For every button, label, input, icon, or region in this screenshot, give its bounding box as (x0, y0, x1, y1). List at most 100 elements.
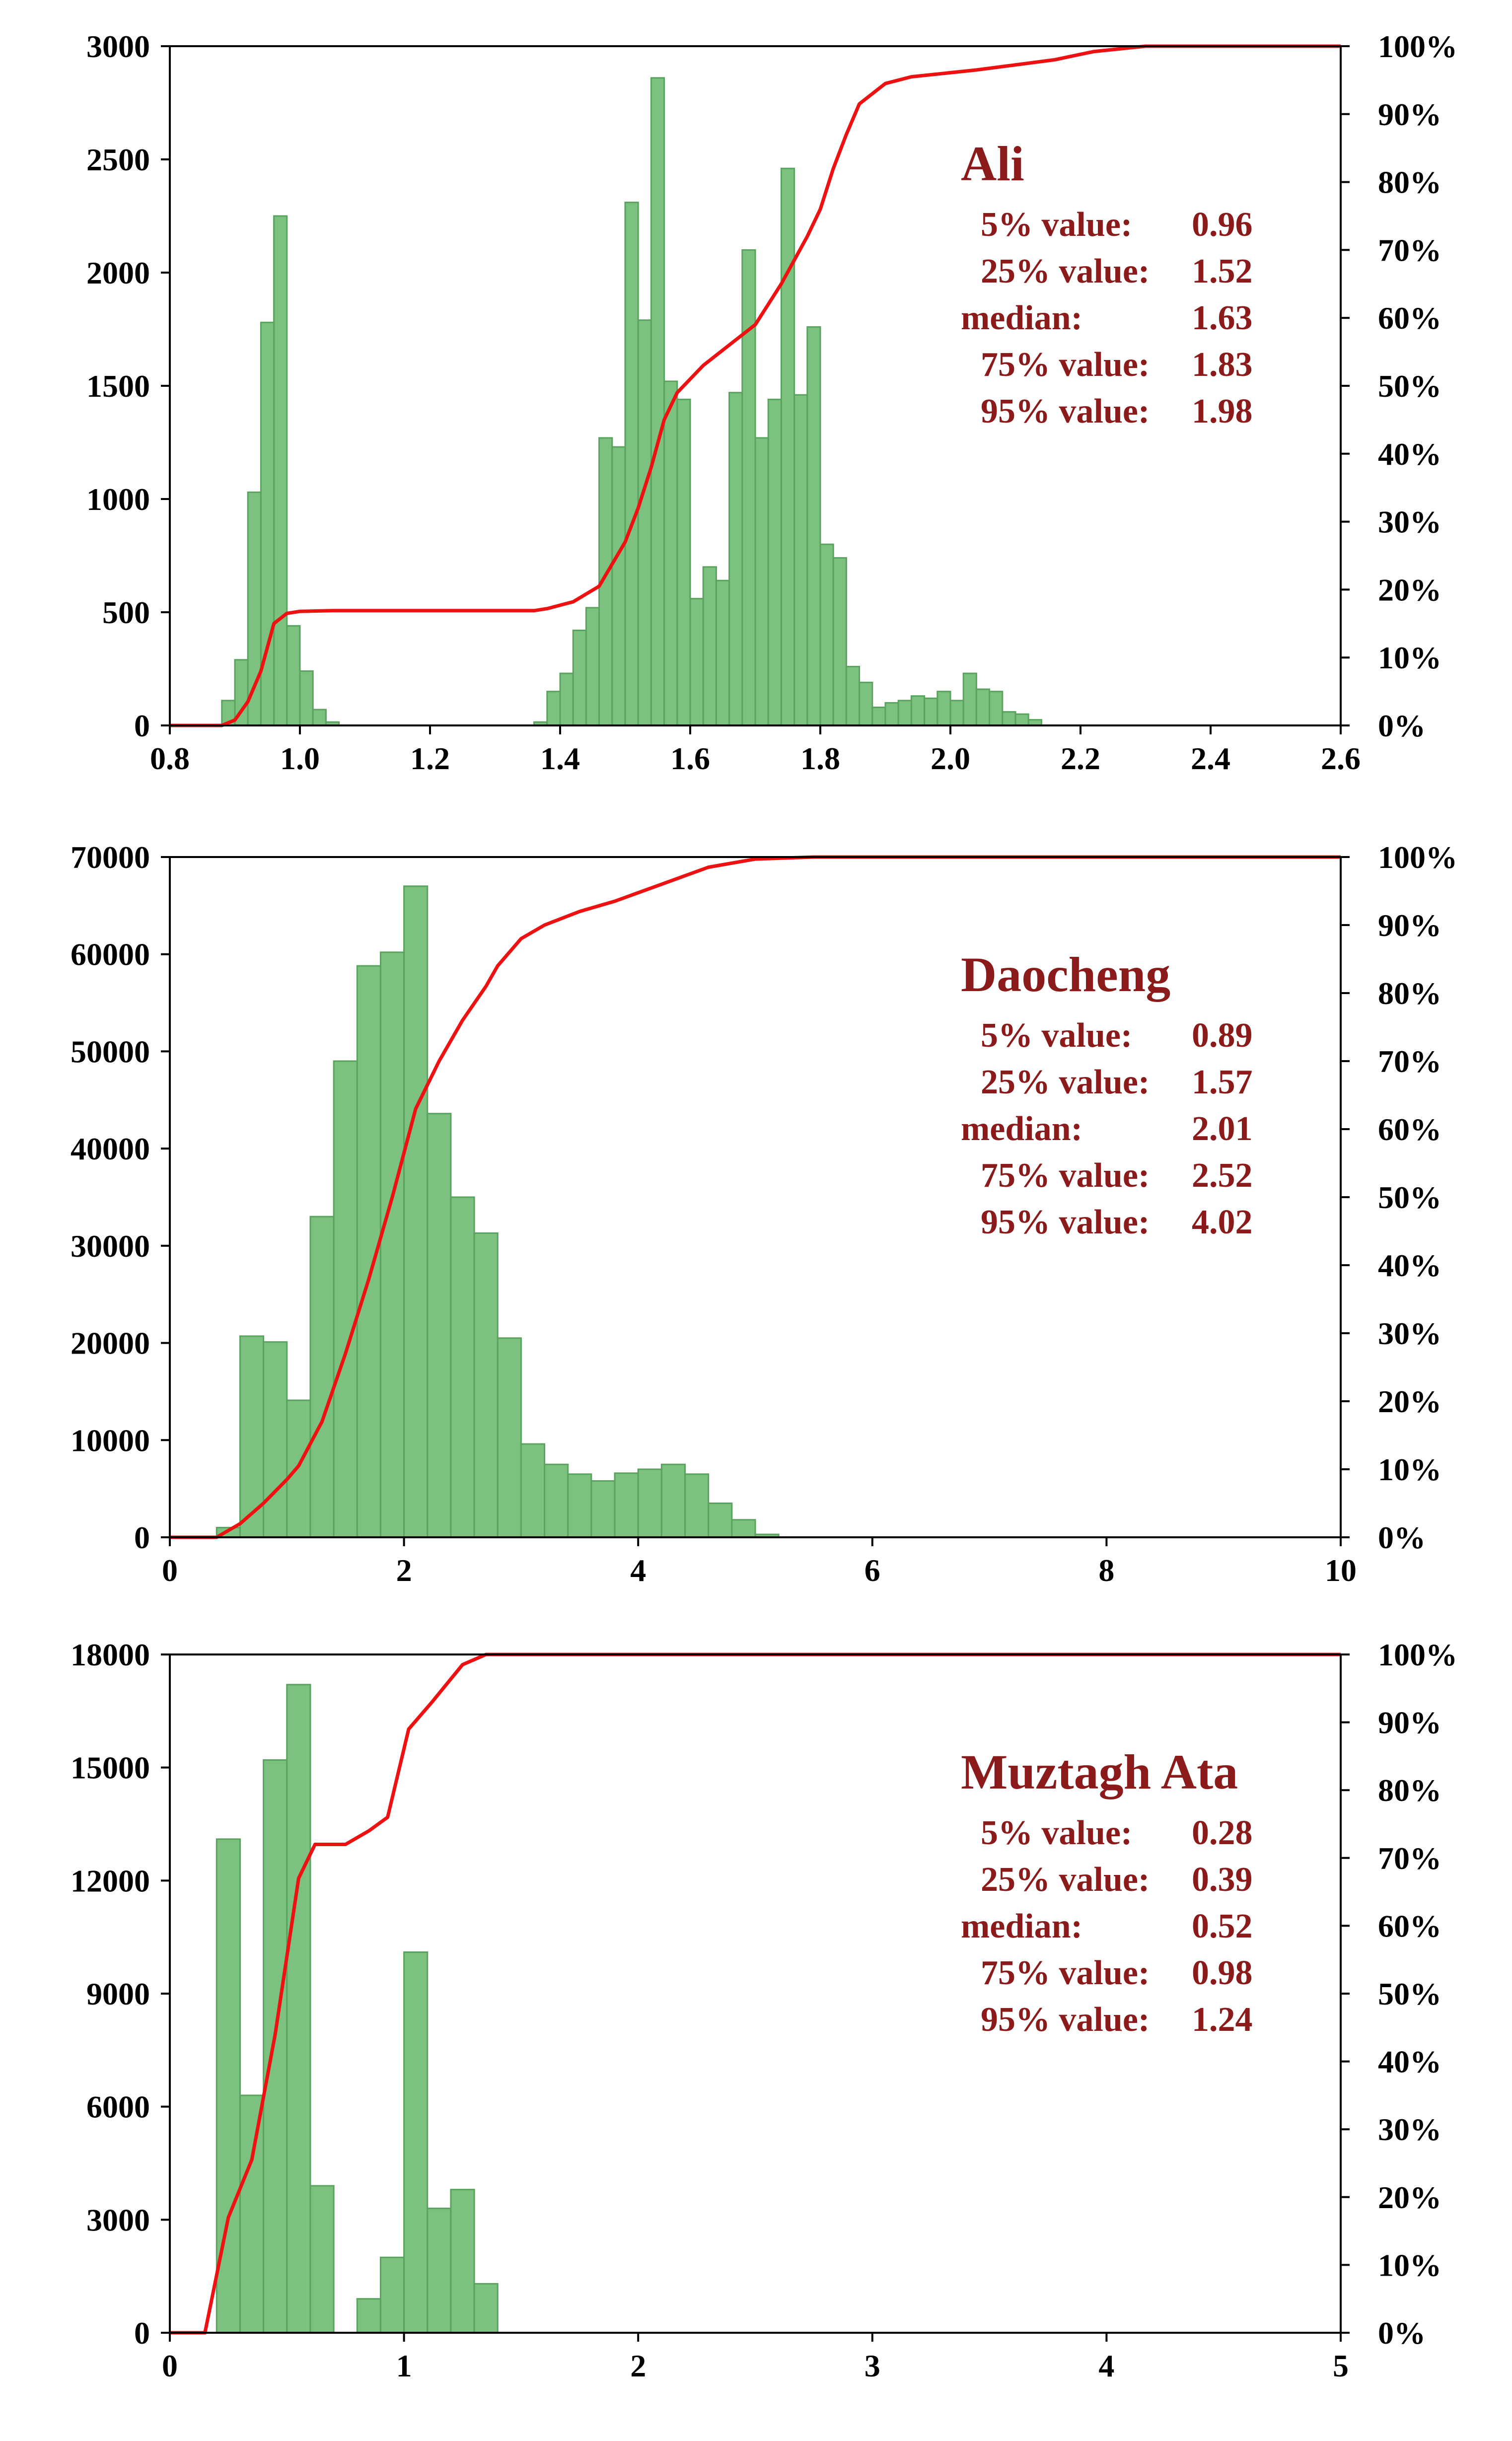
y2-tick-label: 20% (1378, 572, 1441, 607)
x-tick-label: 0 (162, 1553, 178, 1588)
histogram-bar (299, 670, 314, 726)
y-tick-label: 12000 (71, 1863, 150, 1898)
histogram-bar (312, 709, 327, 726)
y2-tick-label: 10% (1378, 1452, 1441, 1487)
x-tick-label: 4 (1098, 2348, 1114, 2383)
stat-label: 25% value: (981, 1861, 1150, 1899)
histogram-bar (684, 1473, 710, 1538)
stat-value: 0.89 (1192, 1016, 1253, 1055)
histogram-bar (450, 1196, 475, 1538)
stat-label: 25% value: (981, 1063, 1150, 1101)
histogram-bar (936, 691, 951, 726)
x-tick-label: 3 (864, 2348, 880, 2383)
stat-value: 0.96 (1192, 206, 1253, 244)
y2-tick-label: 70% (1378, 1044, 1441, 1079)
histogram-bars (216, 1684, 499, 2334)
x-tick-label: 2.6 (1321, 741, 1361, 776)
histogram-bar (676, 398, 691, 726)
stat-value: 2.01 (1192, 1110, 1253, 1148)
stat-value: 1.63 (1192, 299, 1253, 337)
y2-tick-label: 80% (1378, 976, 1441, 1011)
y2-tick-label: 50% (1378, 1976, 1441, 2011)
histogram-bar (819, 543, 834, 726)
y2-tick-label: 70% (1378, 232, 1441, 268)
stat-value: 1.24 (1192, 2001, 1253, 2039)
x-tick-label: 0 (162, 2348, 178, 2383)
x-tick-label: 10 (1325, 1553, 1357, 1588)
histogram-bar (572, 629, 587, 726)
histogram-bar (403, 1951, 429, 2334)
y-tick-label: 1500 (86, 368, 150, 404)
stat-label: 5% value: (981, 1814, 1132, 1852)
histogram-bar (624, 202, 639, 726)
y2-tick-label: 30% (1378, 1316, 1441, 1351)
histogram-bar (309, 1216, 335, 1538)
y-tick-label: 500 (102, 595, 150, 630)
x-tick-label: 1 (396, 2348, 412, 2383)
stat-label: median: (961, 1110, 1082, 1148)
histogram-bar (754, 437, 769, 726)
stat-label: 95% value: (981, 2001, 1150, 2039)
stat-value: 4.02 (1192, 1203, 1253, 1241)
site-title: Muztagh Ata (961, 1744, 1238, 1799)
histogram-bar (546, 691, 561, 726)
y-tick-label: 6000 (86, 2089, 150, 2125)
histogram-bar (637, 319, 652, 726)
y2-tick-label: 70% (1378, 1841, 1441, 1876)
x-tick-label: 2.2 (1061, 741, 1100, 776)
stat-label: 75% value: (981, 1156, 1150, 1195)
histogram-bar (611, 446, 626, 726)
histogram-bar (897, 700, 912, 726)
histogram-bar (780, 167, 795, 726)
histogram-bar (689, 598, 704, 726)
x-tick-label: 5 (1333, 2348, 1349, 2383)
histogram-bar (884, 702, 899, 726)
stat-value: 1.57 (1192, 1063, 1253, 1101)
histogram-bar (273, 215, 288, 726)
histogram-bar (702, 566, 717, 726)
histogram-bar (731, 1519, 756, 1538)
histogram-bars (216, 885, 780, 1538)
histogram-bar (949, 700, 964, 726)
histogram-bar (708, 1503, 733, 1538)
y-tick-label: 0 (134, 1520, 150, 1555)
y2-tick-label: 0% (1378, 1520, 1426, 1555)
histogram-bar (989, 691, 1004, 726)
histogram-bar (379, 951, 405, 1538)
histogram-bar (450, 2189, 475, 2334)
histogram-bar (806, 326, 821, 726)
histogram-bar (1002, 711, 1016, 726)
stat-value: 2.52 (1192, 1156, 1253, 1195)
y-tick-label: 40000 (71, 1131, 150, 1166)
cumulative-curve (170, 1652, 1341, 2335)
x-tick-label: 8 (1098, 1553, 1114, 1588)
stat-value: 0.28 (1192, 1814, 1253, 1852)
histogram-bar (473, 1232, 499, 1538)
histogram-bar (473, 2283, 499, 2334)
y2-tick-label: 60% (1378, 1112, 1441, 1147)
y2-tick-label: 0% (1378, 708, 1426, 743)
site-title: Daocheng (961, 947, 1170, 1002)
y2-tick-label: 90% (1378, 97, 1441, 132)
y-tick-label: 0 (134, 708, 150, 743)
y2-tick-label: 100% (1378, 1637, 1457, 1672)
histogram-bar (975, 688, 991, 726)
y-tick-label: 50000 (71, 1034, 150, 1069)
y-tick-label: 30000 (71, 1228, 150, 1264)
stat-label: median: (961, 299, 1082, 337)
histogram-bar (845, 665, 861, 726)
y2-tick-label: 0% (1378, 2315, 1426, 2351)
histogram-bar (1014, 713, 1029, 726)
y2-tick-label: 40% (1378, 1248, 1441, 1283)
histogram-bar (559, 672, 574, 726)
y-tick-label: 0 (134, 2315, 150, 2351)
histogram-bar (741, 249, 756, 726)
histogram-bar (767, 398, 782, 726)
histogram-bar (590, 1480, 616, 1538)
y2-tick-label: 20% (1378, 2180, 1441, 2215)
y2-tick-label: 100% (1378, 29, 1457, 64)
stat-label: 5% value: (981, 1016, 1132, 1055)
stat-value: 0.52 (1192, 1907, 1253, 1945)
